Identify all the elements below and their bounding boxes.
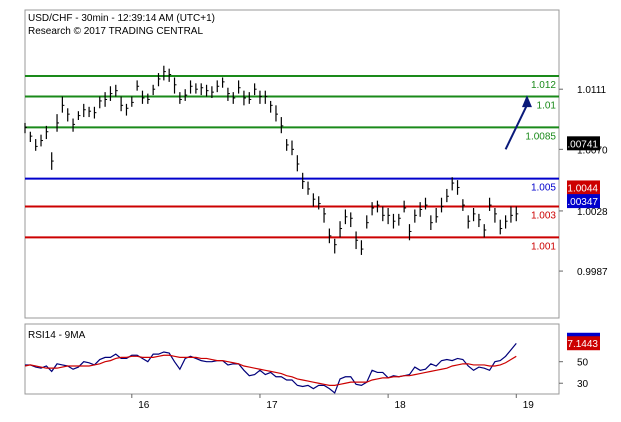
price-axis-tick-label: 1.0070 <box>577 145 608 156</box>
time-axis-tick-label: 18 <box>395 400 407 411</box>
price-tag-label: 1.0044 <box>567 183 598 194</box>
time-axis: 16 17 18 19 <box>131 394 535 411</box>
rsi-panel-title: RSI14 - 9MA <box>28 330 86 341</box>
rsi-axis-ticks: 50 30 <box>559 358 589 390</box>
chart-title: USD/CHF - 30min - 12:39:14 AM (UTC+1) <box>28 13 215 24</box>
level-label: 1.01 <box>537 101 557 112</box>
price-tag <box>567 194 600 209</box>
rsi-lines <box>24 343 517 394</box>
level-label: 1.001 <box>531 241 556 252</box>
rsi-series-line <box>25 343 517 394</box>
price-tag-label: 1.00741 <box>562 139 599 150</box>
level-label: 1.005 <box>531 183 556 194</box>
rsi-tag <box>567 336 600 351</box>
rsi-tag-label: 67.1443 <box>562 339 599 350</box>
rsi-axis-tick-label: 30 <box>577 379 589 390</box>
price-tag <box>567 136 600 151</box>
price-tags: 1.00741 1.0044 1.00347 <box>562 136 600 209</box>
time-axis-tick-label: 17 <box>266 400 278 411</box>
rsi-panel: 50 30 70.366467.1443 RSI14 - 9MA <box>24 323 600 395</box>
chart-subtitle: Research © 2017 TRADING CENTRAL <box>28 26 203 37</box>
price-bars <box>24 65 519 255</box>
price-axis-tick-label: 1.0111 <box>577 85 607 96</box>
rsi-series-line <box>24 354 517 386</box>
price-axis-ticks: 1.0111 1.0070 1.0028 0.9987 <box>559 85 608 278</box>
rsi-axis-tick-label: 50 <box>577 358 589 369</box>
price-axis-tick-label: 1.0028 <box>577 207 608 218</box>
level-label: 1.0085 <box>525 131 556 142</box>
price-tag-label: 1.00347 <box>562 197 599 208</box>
support-resistance-levels: 1.012 1.01 1.0085 1.005 1.003 1.001 <box>25 75 559 252</box>
price-tag <box>567 180 600 195</box>
forecast-arrow-shaft <box>504 104 528 150</box>
level-label: 1.003 <box>531 211 556 222</box>
rsi-tags: 70.366467.1443 <box>562 332 600 351</box>
rsi-panel-frame <box>24 323 560 395</box>
forecast-arrow-head <box>521 95 532 108</box>
forecast-arrow <box>504 95 532 150</box>
price-axis-tick-label: 0.9987 <box>577 267 608 278</box>
level-label: 1.012 <box>531 80 556 91</box>
time-axis-tick-label: 19 <box>523 400 535 411</box>
time-axis-tick-label: 16 <box>138 400 150 411</box>
